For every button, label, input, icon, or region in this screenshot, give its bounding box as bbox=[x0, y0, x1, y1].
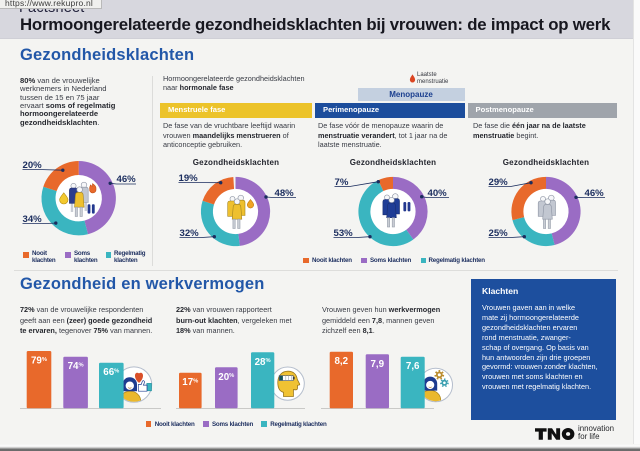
svg-text:8,2: 8,2 bbox=[334, 356, 348, 367]
svg-text:46%: 46% bbox=[585, 188, 605, 199]
svg-text:34%: 34% bbox=[23, 214, 43, 225]
svg-text:17%: 17% bbox=[182, 377, 198, 388]
svg-text:20%: 20% bbox=[23, 160, 43, 171]
svg-text:7,9: 7,9 bbox=[370, 359, 384, 370]
svg-text:25%: 25% bbox=[489, 228, 509, 239]
svg-text:7,6: 7,6 bbox=[406, 361, 420, 372]
svg-text:20%: 20% bbox=[218, 372, 234, 383]
svg-text:74%: 74% bbox=[68, 361, 84, 372]
svg-text:32%: 32% bbox=[180, 228, 200, 239]
svg-text:19%: 19% bbox=[179, 173, 199, 184]
svg-text:66%: 66% bbox=[103, 367, 119, 378]
svg-text:48%: 48% bbox=[275, 188, 295, 199]
svg-text:40%: 40% bbox=[428, 188, 448, 199]
svg-text:29%: 29% bbox=[489, 177, 509, 188]
svg-text:7%: 7% bbox=[335, 177, 349, 188]
svg-text:79%: 79% bbox=[31, 356, 47, 367]
svg-text:28%: 28% bbox=[255, 357, 271, 368]
svg-text:46%: 46% bbox=[117, 174, 137, 185]
svg-text:53%: 53% bbox=[334, 228, 354, 239]
